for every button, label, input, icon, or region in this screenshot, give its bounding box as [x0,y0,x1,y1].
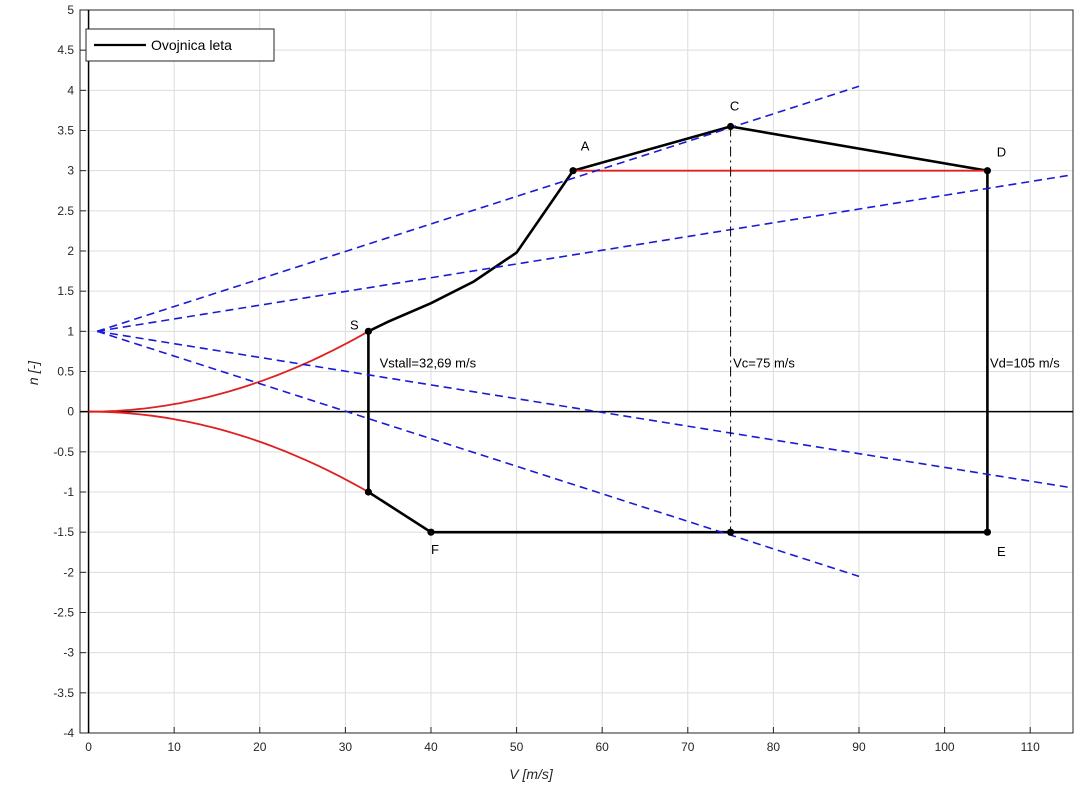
y-tick-label: 2.5 [57,204,74,218]
x-tick-label: 50 [510,740,524,754]
x-tick-label: 100 [935,740,955,754]
x-tick-label: 60 [596,740,610,754]
y-axis-label: n [-] [25,360,41,385]
x-tick-label: 80 [767,740,781,754]
point-label-d: D [997,145,1006,160]
y-tick-label: -0.5 [53,445,74,459]
label-layer: S A C D E F Vstall=32,69 m/s Vc=75 m/s Vd=105 m/… [350,98,1060,559]
point-label-c: C [730,98,739,113]
y-tick-label: 0 [67,405,74,419]
series-line-2 [88,410,369,493]
x-tick-label: 20 [253,740,267,754]
series-line-6 [96,330,1074,489]
speed-annotation-2: Vd=105 m/s [990,355,1060,370]
y-tick-label: -2.5 [53,606,74,620]
x-axis-label: V [m/s] [509,766,554,782]
y-tick-label: -1.5 [53,525,74,539]
legend: Ovojnica leta [85,28,275,62]
point-label-f: F [431,542,439,557]
y-tick-label: 3.5 [57,124,74,138]
y-tick-label: 0.5 [57,365,74,379]
point-label-s: S [350,317,359,332]
y-tick-label: 5 [67,3,74,17]
marker-layer [364,122,991,536]
series-line-5 [96,173,1074,333]
y-tick-label: -3 [63,646,74,660]
x-tick-label: 10 [167,740,181,754]
x-tick-label: 70 [681,740,695,754]
series-line-7 [96,330,860,578]
envelope-point-marker [726,528,735,536]
axes: 0 10 20 30 40 50 60 70 80 90 100 11054.543.532.521.… [53,3,1074,754]
speed-annotation-0: Vstall=32,69 m/s [380,355,477,370]
x-tick-label: 30 [339,740,353,754]
x-tick-label: 0 [85,740,92,754]
legend-entry: Ovojnica leta [151,37,232,53]
y-tick-label: 4.5 [57,43,74,57]
x-tick-label: 40 [424,740,438,754]
envelope-point-marker [364,327,372,335]
point-label-e: E [997,544,1006,559]
envelope-point-marker [983,528,991,536]
point-label-a: A [581,139,590,154]
envelope-point-marker [569,167,577,175]
x-tick-label: 110 [1021,740,1040,754]
plot-frame [79,9,1074,734]
envelope-point-marker [726,122,735,131]
y-tick-label: -1 [63,485,74,499]
series-line-1 [88,330,369,413]
y-tick-label: 1 [67,324,74,338]
x-tick-label: 90 [852,740,866,754]
envelope-point-marker [983,167,991,175]
y-tick-label: -3.5 [53,686,74,700]
grid [80,9,1073,734]
y-tick-label: 1.5 [57,284,74,298]
y-tick-label: 2 [67,244,74,258]
envelope-point-marker [364,488,372,496]
y-tick-label: 4 [67,83,74,97]
speed-annotation-1: Vc=75 m/s [733,355,795,370]
envelope-point-marker [427,528,435,536]
y-tick-label: -4 [63,726,74,740]
y-tick-label: -2 [63,565,74,579]
y-tick-label: 3 [67,164,74,178]
